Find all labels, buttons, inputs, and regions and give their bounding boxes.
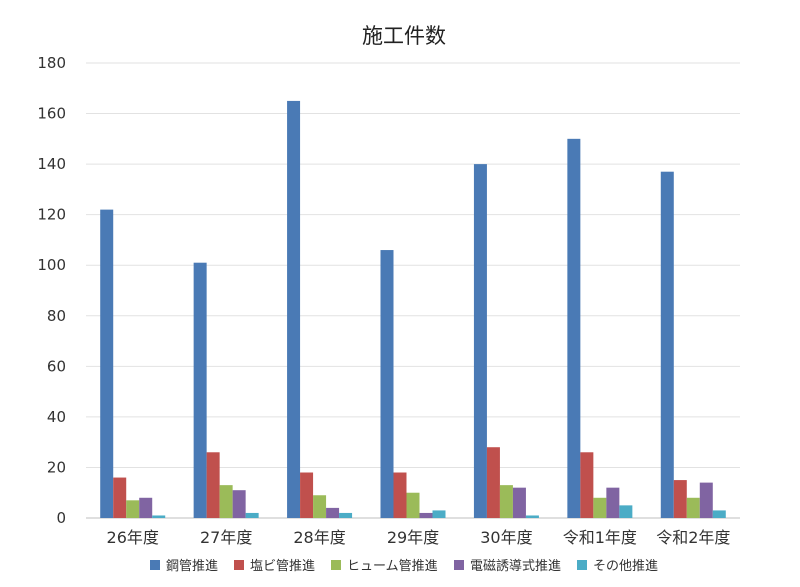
legend-label-5: その他推進 xyxy=(593,559,658,574)
bar-2 xyxy=(113,477,127,518)
y-tick-label: 20 xyxy=(47,458,66,476)
bar-5 xyxy=(712,510,726,518)
x-axis-ticks: 26年度 27年度 28年度 29年度 30年度 令和1年度 令和2年度 xyxy=(107,528,731,547)
bar-5 xyxy=(152,515,166,518)
x-tick-label: 26年度 xyxy=(107,528,159,547)
gridlines xyxy=(86,62,740,519)
legend-label-2: 塩ビ管推進 xyxy=(250,559,315,574)
legend-swatch-3 xyxy=(331,560,341,570)
legend-label-1: 鋼管推進 xyxy=(166,559,218,574)
bar-4 xyxy=(419,512,433,518)
bars xyxy=(100,100,726,519)
bar-1 xyxy=(473,164,487,518)
chart-title: 施工件数 xyxy=(362,24,446,48)
x-tick-label: 28年度 xyxy=(293,528,345,547)
bar-5 xyxy=(432,510,446,518)
y-axis-ticks: 0 20 40 60 80 100 120 140 160 180 xyxy=(37,54,66,527)
bar-1 xyxy=(380,250,394,519)
bar-3 xyxy=(406,492,420,518)
bar-3 xyxy=(126,500,140,518)
bar-4 xyxy=(699,482,713,518)
bar-4 xyxy=(232,490,246,518)
y-tick-label: 80 xyxy=(47,307,66,325)
bar-2 xyxy=(206,452,220,518)
bar-4 xyxy=(326,507,340,518)
bar-5 xyxy=(245,512,259,518)
bar-5 xyxy=(339,512,353,518)
bar-1 xyxy=(567,138,581,519)
bar-1 xyxy=(287,100,301,519)
bar-4 xyxy=(606,487,620,518)
bar-3 xyxy=(686,497,700,518)
y-tick-label: 120 xyxy=(37,206,66,224)
x-tick-label: 令和1年度 xyxy=(563,528,637,547)
bar-3 xyxy=(219,485,233,518)
bar-2 xyxy=(486,447,500,518)
x-tick-label: 29年度 xyxy=(387,528,439,547)
bar-3 xyxy=(593,497,607,518)
y-tick-label: 60 xyxy=(47,357,66,375)
y-tick-label: 0 xyxy=(56,509,66,527)
legend: 鋼管推進 塩ビ管推進 ヒューム管推進 電磁誘導式推進 その他推進 xyxy=(150,559,658,574)
bar-1 xyxy=(100,209,114,518)
bar-2 xyxy=(673,480,687,518)
bar-3 xyxy=(499,485,513,518)
bar-4 xyxy=(139,497,153,518)
legend-label-4: 電磁誘導式推進 xyxy=(470,559,561,574)
bar-1 xyxy=(193,262,207,518)
bar-2 xyxy=(300,472,314,518)
y-tick-label: 160 xyxy=(37,105,66,123)
y-tick-label: 40 xyxy=(47,408,66,426)
legend-swatch-2 xyxy=(234,560,244,570)
x-tick-label: 27年度 xyxy=(200,528,252,547)
y-tick-label: 180 xyxy=(37,54,66,72)
bar-4 xyxy=(512,487,526,518)
legend-label-3: ヒューム管推進 xyxy=(347,559,438,574)
bar-2 xyxy=(393,472,407,518)
x-tick-label: 令和2年度 xyxy=(656,528,730,547)
legend-swatch-5 xyxy=(577,560,587,570)
bar-2 xyxy=(580,452,594,518)
bar-3 xyxy=(313,495,327,518)
y-tick-label: 100 xyxy=(37,256,66,274)
bar-5 xyxy=(525,515,539,518)
legend-swatch-1 xyxy=(150,560,160,570)
bar-1 xyxy=(660,171,674,518)
x-tick-label: 30年度 xyxy=(480,528,532,547)
bar-5 xyxy=(619,505,633,518)
y-tick-label: 140 xyxy=(37,155,66,173)
legend-swatch-4 xyxy=(454,560,464,570)
